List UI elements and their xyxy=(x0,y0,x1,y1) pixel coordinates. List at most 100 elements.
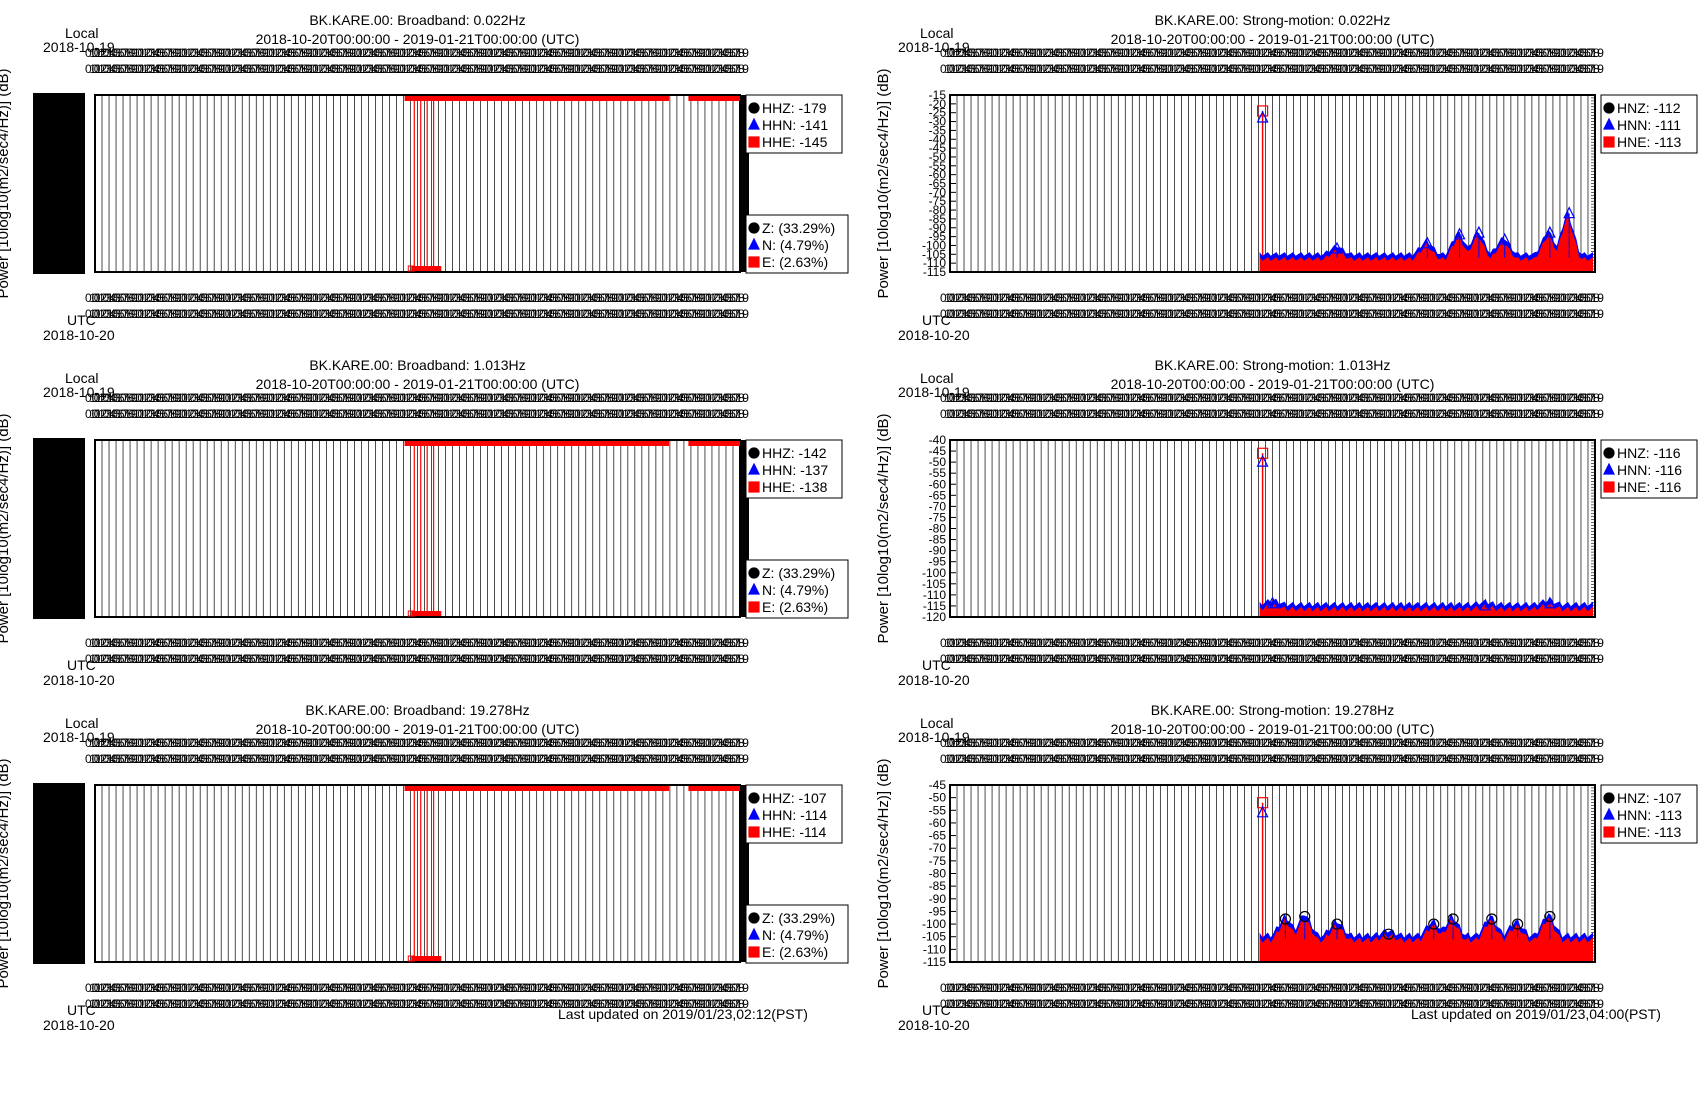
tick-label: 11 xyxy=(133,62,146,76)
tick-label: 04 xyxy=(364,46,378,60)
tick-label: 19 xyxy=(168,62,182,76)
tick-label: 13 xyxy=(578,62,592,76)
tick-label: 13 xyxy=(185,46,199,60)
tick-label: 13 xyxy=(185,62,199,76)
tick-label: 08 xyxy=(513,62,527,76)
tick-label: 02 xyxy=(661,62,675,76)
tick-label: 04 xyxy=(495,46,509,60)
tick-label: 06 xyxy=(242,62,256,76)
tick-label: 19 xyxy=(605,46,619,60)
tick-label: 15 xyxy=(587,62,601,76)
tick-label: 11 xyxy=(570,62,583,76)
tick-label: 08 xyxy=(688,62,702,76)
tick-label: 08 xyxy=(164,62,178,76)
tick-label: 06 xyxy=(461,62,475,76)
tick-label: 04 xyxy=(321,46,335,60)
tick-label: 19 xyxy=(736,291,750,305)
tick-label: 15 xyxy=(151,62,165,76)
tick-label: 08 xyxy=(207,62,221,76)
tick-label: 08 xyxy=(731,62,745,76)
tick-label: 19 xyxy=(736,62,750,76)
utc-axis-date: 2018-10-20 xyxy=(43,1017,115,1033)
tick-label: 04 xyxy=(539,46,553,60)
chart-panel-2: BK.KARE.00: Strong-motion: 0.022Hz 2018-1… xyxy=(875,12,1698,343)
tick-label-band: 0011021304150617081900110213041506170819… xyxy=(940,981,1604,995)
tick-label: 11 xyxy=(657,46,670,60)
tick-label: 11 xyxy=(395,62,408,76)
tick-label: 13 xyxy=(316,46,330,60)
tick-label: 17 xyxy=(334,62,348,76)
tick-label-band: 0011021304150617081900110213041506170819… xyxy=(940,636,1604,650)
tick-label: 00 xyxy=(478,62,492,76)
chart-title: BK.KARE.00: Broadband: 19.278Hz xyxy=(305,702,529,718)
tick-label: 04 xyxy=(146,46,160,60)
tick-label: 00 xyxy=(565,46,579,60)
tick-label: 00 xyxy=(653,46,667,60)
tick-label: 13 xyxy=(622,62,636,76)
tick-label: 04 xyxy=(452,62,466,76)
tick-label: 11 xyxy=(439,46,452,60)
legend-marker-square xyxy=(748,946,760,958)
tick-label: 15 xyxy=(631,62,645,76)
tick-label: 02 xyxy=(618,46,632,60)
tick-label: 13 xyxy=(98,62,112,76)
tick-label: 08 xyxy=(688,46,702,60)
legend-marker-square xyxy=(748,601,760,613)
tick-label: 00 xyxy=(696,46,710,60)
tick-label: 11 xyxy=(351,46,364,60)
legend-coverage: Z: (33.29%)N: (4.79%)E: (2.63%) xyxy=(745,904,849,964)
tick-label: 17 xyxy=(203,62,217,76)
tick-label: 02 xyxy=(312,46,326,60)
tick-label: 06 xyxy=(504,46,518,60)
chart-subtitle: 2018-10-20T00:00:00 - 2019-01-21T00:00:0… xyxy=(256,376,580,392)
tick-label: 04 xyxy=(408,62,422,76)
tick-label: 06 xyxy=(635,62,649,76)
tick-label-band: 0011021304150617081900110213041506170819… xyxy=(85,407,749,421)
tick-label: 06 xyxy=(548,46,562,60)
tick-label: 19 xyxy=(1591,62,1605,76)
tick-label: 00 xyxy=(172,46,186,60)
y-tick-label: -115 xyxy=(923,955,946,969)
tick-label: 00 xyxy=(522,62,536,76)
legend-label: HHE: -145 xyxy=(762,134,828,150)
tick-label: 06 xyxy=(330,46,344,60)
tick-label: 00 xyxy=(696,62,710,76)
tick-label: 08 xyxy=(600,46,614,60)
tick-label: 19 xyxy=(1591,46,1605,60)
tick-label: 13 xyxy=(98,46,112,60)
tick-label: 17 xyxy=(334,46,348,60)
tick-label: 17 xyxy=(116,291,130,305)
tick-label: 17 xyxy=(421,46,435,60)
tick-label: 13 xyxy=(229,46,243,60)
tick-label: 17 xyxy=(116,46,130,60)
tick-label: 00 xyxy=(260,62,274,76)
tick-label: 19 xyxy=(1591,981,1605,995)
tick-label: 04 xyxy=(626,62,640,76)
tick-label-band: 0011021304150617081900110213041506170819… xyxy=(940,407,1604,421)
tick-label: 00 xyxy=(565,62,579,76)
tick-label: 19 xyxy=(255,62,269,76)
legend-label: E: (2.63%) xyxy=(762,599,828,615)
tick-label: 06 xyxy=(679,46,693,60)
tick-label: 00 xyxy=(434,46,448,60)
tick-label: 17 xyxy=(378,46,392,60)
tick-label: 06 xyxy=(111,62,125,76)
tick-label: 19 xyxy=(692,62,706,76)
tick-label: 17 xyxy=(378,62,392,76)
tick-label: 17 xyxy=(465,62,479,76)
tick-label: 13 xyxy=(535,62,549,76)
tick-label: 02 xyxy=(94,291,108,305)
tick-label: 19 xyxy=(517,46,531,60)
tick-label: 06 xyxy=(155,62,169,76)
tick-label: 06 xyxy=(723,62,737,76)
tick-label: 11 xyxy=(613,46,626,60)
tick-label: 00 xyxy=(609,62,623,76)
tick-label: 08 xyxy=(338,46,352,60)
tick-label: 02 xyxy=(530,46,544,60)
legend-marker-circle xyxy=(748,447,760,459)
tick-label: 00 xyxy=(260,46,274,60)
tick-label: 13 xyxy=(447,46,461,60)
tick-label: 15 xyxy=(151,46,165,60)
